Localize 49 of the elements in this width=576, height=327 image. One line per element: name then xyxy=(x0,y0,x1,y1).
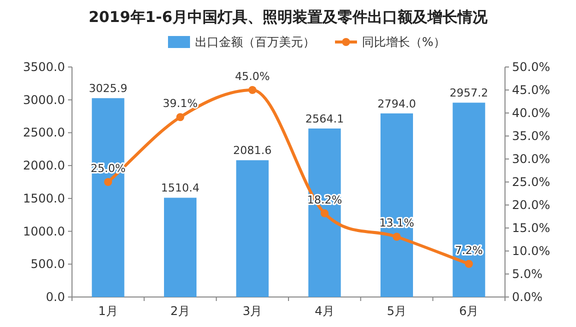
data-label: 1510.4 xyxy=(161,182,200,195)
x-tick-label: 6月 xyxy=(459,304,479,318)
data-label: 3025.9 xyxy=(88,82,128,96)
y-tick-label: 1000.0 xyxy=(23,224,65,238)
y2-tick-label: 30.0% xyxy=(512,152,550,166)
legend-label: 出口金额（百万美元） xyxy=(195,35,315,49)
x-tick-label: 2月 xyxy=(170,304,190,318)
y-tick-label: 500.0 xyxy=(30,257,65,272)
bar xyxy=(92,98,124,297)
y-tick-label: 3000.0 xyxy=(23,92,65,107)
bar xyxy=(452,102,486,297)
y2-tick-label: 0.0% xyxy=(512,290,542,304)
y2-tick-label: 40.0% xyxy=(512,106,550,120)
legend-label: 同比增长（%） xyxy=(362,35,446,49)
data-label: 45.0% xyxy=(234,70,270,83)
y-tick-label: 3500.0 xyxy=(23,60,65,74)
data-label: 2794.0 xyxy=(378,97,416,110)
bar xyxy=(380,113,413,297)
y2-tick-label: 25.0% xyxy=(512,175,550,189)
y2-tick-label: 5.0% xyxy=(512,267,542,281)
data-label: 2081.6 xyxy=(233,144,272,158)
y2-tick-label: 10.0% xyxy=(512,244,550,258)
point xyxy=(464,260,473,268)
y2-tick-label: 15.0% xyxy=(512,221,550,235)
point xyxy=(320,209,329,218)
chart-title: 2019年1-6月中国灯具、照明装置及零件出口额及增长情况 xyxy=(88,8,488,26)
y-tick-label: 1500.0 xyxy=(23,191,65,206)
y2-tick-label: 45.0% xyxy=(512,83,550,97)
x-tick-label: 4月 xyxy=(314,304,334,318)
y2-tick-label: 50.0% xyxy=(512,60,550,74)
data-label: 2957.2 xyxy=(450,86,488,100)
point xyxy=(176,113,184,122)
data-label: 2564.1 xyxy=(305,112,344,126)
data-label: 7.2% xyxy=(454,244,483,257)
x-tick-label: 5月 xyxy=(386,304,407,318)
y2-tick-label: 20.0% xyxy=(512,198,550,212)
bar xyxy=(164,198,196,297)
y2-tick-label: 35.0% xyxy=(512,129,550,143)
x-tick-label: 1月 xyxy=(98,304,118,318)
data-label: 39.1% xyxy=(162,97,198,110)
x-tick-label: 3月 xyxy=(242,304,262,318)
y-tick-label: 0.0 xyxy=(46,290,65,304)
point xyxy=(248,86,256,94)
point xyxy=(104,178,112,186)
y-tick-label: 2000.0 xyxy=(23,158,65,173)
point xyxy=(392,232,401,241)
bar xyxy=(236,160,269,297)
bar xyxy=(308,128,341,297)
y-tick-label: 2500.0 xyxy=(23,126,65,140)
